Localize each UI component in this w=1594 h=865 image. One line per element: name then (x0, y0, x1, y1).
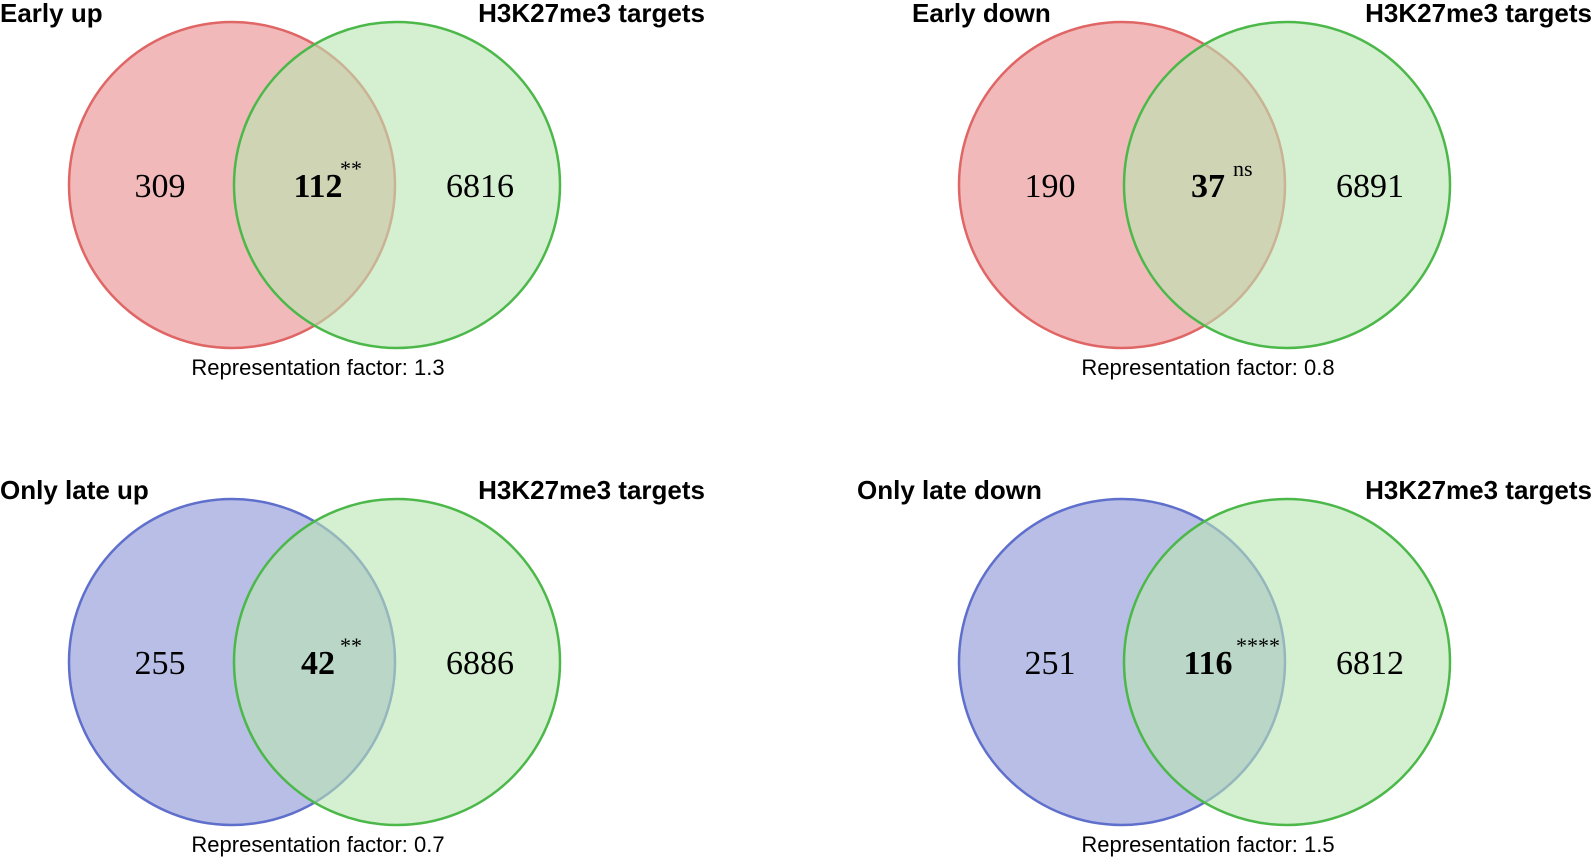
venn-panel-early-up: Early up H3K27me3 targets 309 112 ** 681… (0, 0, 705, 380)
h3k27me3-set-circle (1122, 20, 1452, 350)
representation-factor: Representation factor: 1.3 (191, 355, 444, 380)
right-set-label: H3K27me3 targets (478, 0, 705, 28)
significance-mark: **** (1236, 633, 1280, 658)
representation-factor: Representation factor: 0.8 (1081, 355, 1334, 380)
overlap-count: 37 (1191, 168, 1225, 205)
left-set-label: Only late up (0, 475, 149, 505)
h3k27me3-set-circle (232, 20, 562, 350)
significance-mark: ** (340, 633, 362, 658)
right-only-count: 6816 (446, 168, 514, 205)
h3k27me3-set-circle (232, 497, 562, 827)
overlap-count: 116 (1183, 645, 1232, 682)
right-only-count: 6891 (1336, 168, 1404, 205)
venn-panel-early-down: Early down H3K27me3 targets 190 37 ns 68… (912, 0, 1592, 380)
h3k27me3-set-circle (1122, 497, 1452, 827)
left-only-count: 251 (1025, 645, 1076, 682)
significance-mark: ** (340, 156, 362, 181)
right-set-label: H3K27me3 targets (1365, 475, 1592, 505)
right-set-label: H3K27me3 targets (1365, 0, 1592, 28)
left-only-count: 309 (135, 168, 186, 205)
venn-panel-only-late-up: Only late up H3K27me3 targets 255 42 ** … (0, 475, 705, 857)
representation-factor: Representation factor: 1.5 (1081, 832, 1334, 857)
left-only-count: 190 (1025, 168, 1076, 205)
representation-factor: Representation factor: 0.7 (191, 832, 444, 857)
left-set-label: Early up (0, 0, 103, 28)
left-set-label: Early down (912, 0, 1051, 28)
right-set-label: H3K27me3 targets (478, 475, 705, 505)
significance-mark: ns (1233, 156, 1253, 181)
overlap-count: 42 (301, 645, 335, 682)
left-set-label: Only late down (857, 475, 1042, 505)
overlap-count: 112 (293, 168, 342, 205)
right-only-count: 6886 (446, 645, 514, 682)
right-only-count: 6812 (1336, 645, 1404, 682)
venn-panel-only-late-down: Only late down H3K27me3 targets 251 116 … (857, 475, 1592, 857)
left-only-count: 255 (135, 645, 186, 682)
